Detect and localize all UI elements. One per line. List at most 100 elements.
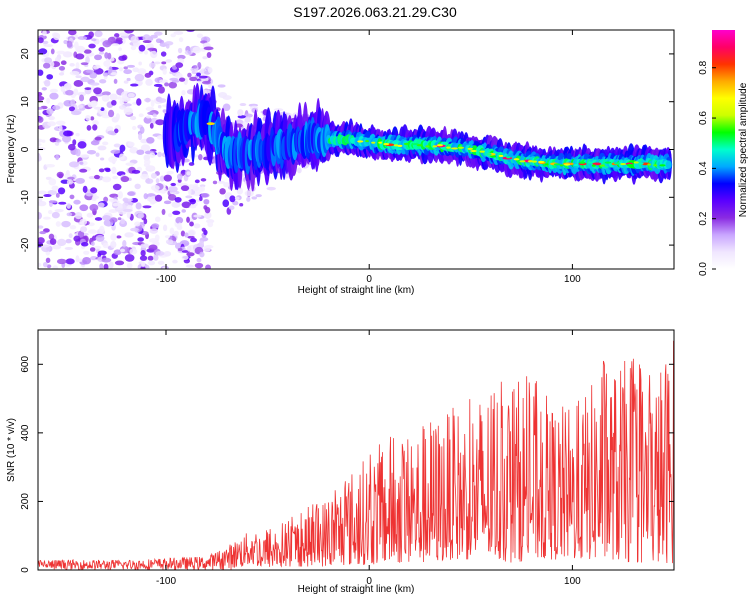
noise-blob — [153, 31, 163, 36]
noise-blob — [77, 141, 87, 149]
noise-blob — [145, 178, 154, 184]
noise-blob — [139, 255, 148, 261]
signal-core — [665, 160, 672, 169]
noise-blob — [75, 75, 82, 79]
signal-mid — [486, 153, 492, 156]
signal-mid — [432, 145, 438, 148]
noise-blob — [196, 33, 204, 39]
noise-blob — [82, 256, 92, 265]
noise-blob — [115, 37, 123, 42]
noise-blob — [193, 223, 201, 229]
noise-blob — [117, 59, 125, 65]
noise-blob — [153, 254, 159, 261]
noise-blob — [162, 68, 167, 75]
signal-mid — [357, 140, 364, 143]
noise-blob — [82, 185, 88, 194]
noise-blob — [65, 238, 72, 244]
signal-mid — [467, 147, 474, 150]
noise-blob — [149, 122, 154, 129]
snr-ylabel: SNR (10 * v/v) — [6, 418, 17, 482]
noise-blob — [147, 47, 157, 51]
noise-blob — [149, 228, 158, 234]
noise-blob — [251, 196, 258, 200]
signal-mid — [578, 161, 586, 164]
signal-mid — [620, 162, 627, 166]
noise-blob — [119, 144, 126, 153]
noise-blob — [38, 237, 45, 244]
noise-blob — [244, 190, 254, 197]
noise-blob — [167, 185, 178, 193]
noise-blob — [98, 168, 105, 173]
noise-blob — [60, 60, 67, 66]
snr-frame — [37, 329, 675, 571]
noise-blob — [164, 82, 169, 87]
noise-blob — [72, 139, 77, 146]
noise-blob — [55, 120, 66, 126]
signal-mid — [403, 142, 409, 146]
noise-blob — [38, 142, 42, 147]
noise-blob — [113, 78, 118, 84]
noise-blob — [168, 81, 177, 89]
noise-blob — [142, 34, 151, 42]
noise-blob — [94, 30, 103, 38]
noise-blob — [171, 201, 181, 208]
noise-blob — [229, 195, 236, 203]
noise-blob — [74, 211, 83, 220]
noise-blob — [103, 196, 109, 203]
noise-blob — [239, 102, 247, 107]
noise-blob — [50, 48, 55, 55]
noise-blob — [203, 46, 214, 51]
noise-blob — [89, 247, 96, 252]
noise-blob — [116, 235, 122, 239]
noise-blob — [90, 140, 100, 146]
signal-mid — [647, 163, 652, 166]
noise-blob — [38, 95, 45, 102]
noise-blob — [47, 121, 57, 127]
noise-blob — [151, 223, 160, 229]
signal-mid — [563, 163, 571, 166]
noise-blob — [69, 161, 79, 168]
noise-blob — [196, 257, 202, 263]
noise-blob — [58, 201, 67, 205]
noise-blob — [79, 168, 88, 173]
noise-blob — [150, 185, 160, 191]
noise-blob — [144, 264, 150, 269]
noise-blob — [177, 222, 182, 229]
signal-mid — [498, 154, 504, 158]
noise-blob — [87, 229, 98, 234]
noise-blob — [138, 44, 146, 52]
noise-blob — [144, 98, 152, 103]
noise-blob — [73, 88, 79, 96]
noise-blob — [38, 111, 42, 117]
noise-blob — [181, 201, 192, 209]
spectrogram-xtick-label: -100 — [156, 274, 176, 285]
noise-blob — [89, 82, 100, 86]
noise-blob — [42, 40, 49, 45]
noise-blob — [90, 256, 98, 261]
noise-blob — [51, 211, 60, 219]
noise-blob — [219, 188, 226, 195]
signal-mid — [371, 141, 376, 144]
noise-blob — [161, 208, 166, 215]
signal-mid — [393, 144, 399, 147]
noise-blob — [177, 248, 183, 252]
spectrogram-ytick-label: 10 — [20, 96, 31, 108]
noise-blob — [139, 126, 145, 134]
noise-blob — [38, 200, 47, 207]
noise-blob — [198, 75, 208, 79]
noise-blob — [123, 80, 129, 84]
noise-blob — [163, 200, 172, 205]
noise-blob — [114, 33, 120, 38]
noise-blob — [75, 53, 85, 60]
noise-blob — [163, 174, 172, 182]
noise-blob — [134, 221, 141, 227]
noise-blob — [217, 180, 225, 184]
noise-blob — [126, 77, 131, 82]
signal-mid — [383, 142, 390, 146]
noise-blob — [206, 51, 212, 58]
noise-blob — [65, 258, 75, 265]
noise-blob — [66, 203, 71, 209]
noise-blob — [144, 72, 152, 78]
noise-blob — [117, 191, 123, 199]
